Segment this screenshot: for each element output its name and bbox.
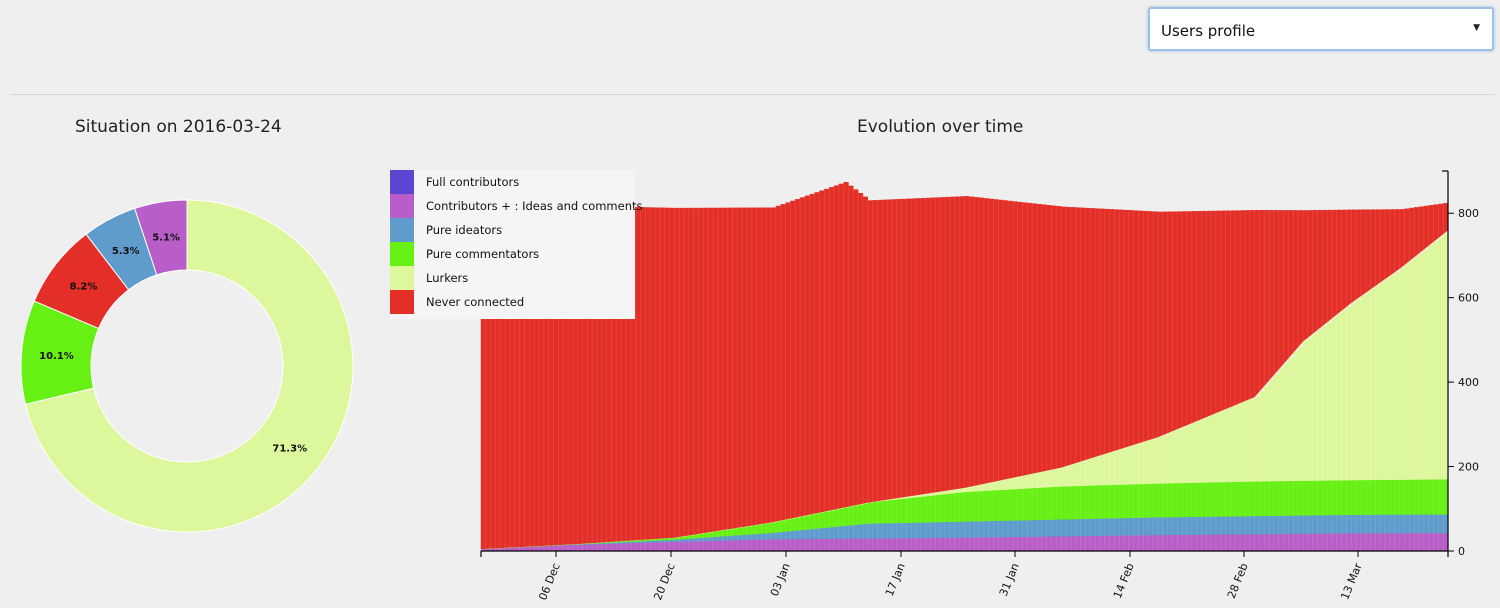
y-tick-label: 800	[1458, 207, 1479, 220]
area-never-connected	[480, 182, 1449, 550]
pie-label-1: 10.1%	[39, 351, 74, 362]
y-tick-label: 0	[1458, 545, 1465, 558]
x-tick-label: 06 Dec	[536, 561, 563, 602]
pie-slice-0	[24, 199, 354, 533]
legend-swatch	[390, 242, 414, 266]
x-tick-label: 03 Jan	[768, 561, 793, 598]
legend-swatch	[390, 170, 414, 194]
evolution-chart-title: Evolution over time	[857, 117, 1024, 137]
y-tick-label: 600	[1458, 292, 1479, 305]
y-tick-label: 200	[1458, 461, 1479, 474]
legend-label: Pure commentators	[426, 247, 540, 261]
legend-label: Contributors + : Ideas and comments	[426, 199, 643, 213]
legend-item: Pure ideators	[390, 218, 635, 242]
pie-label-4: 5.1%	[152, 233, 180, 244]
y-tick-label: 400	[1458, 376, 1479, 389]
legend-item: Never connected	[390, 290, 635, 314]
pie-label-2: 8.2%	[70, 282, 98, 293]
caret-down-icon: ▼	[1473, 23, 1480, 33]
chart-legend: Full contributors Contributors + : Ideas …	[390, 170, 643, 319]
pie-slice-4	[134, 199, 188, 276]
legend-item: Lurkers	[390, 266, 635, 290]
legend-item: Contributors + : Ideas and comments	[390, 194, 643, 218]
users-profile-dropdown[interactable]: Users profile ▼	[1148, 7, 1494, 51]
x-tick-label: 28 Feb	[1225, 561, 1251, 600]
x-tick-label: 14 Feb	[1111, 561, 1137, 600]
divider	[10, 94, 1495, 95]
legend-label: Full contributors	[426, 175, 520, 189]
legend-swatch	[390, 218, 414, 242]
pie-label-0: 71.3%	[272, 443, 307, 454]
x-tick-label: 20 Dec	[651, 561, 678, 602]
legend-item: Full contributors	[390, 170, 635, 194]
x-tick-label: 13 Mar	[1338, 561, 1365, 602]
pie-chart-title: Situation on 2016-03-24	[75, 117, 282, 137]
legend-swatch	[390, 266, 414, 290]
legend-label: Pure ideators	[426, 223, 503, 237]
legend-item: Pure commentators	[390, 242, 635, 266]
legend-label: Never connected	[426, 295, 525, 309]
x-tick-label: 31 Jan	[997, 561, 1022, 598]
dropdown-value: Users profile	[1161, 22, 1256, 40]
legend-swatch	[390, 194, 414, 218]
legend-swatch	[390, 290, 414, 314]
legend-label: Lurkers	[426, 271, 469, 285]
pie-label-3: 5.3%	[112, 246, 140, 257]
x-tick-label: 17 Jan	[883, 561, 908, 598]
